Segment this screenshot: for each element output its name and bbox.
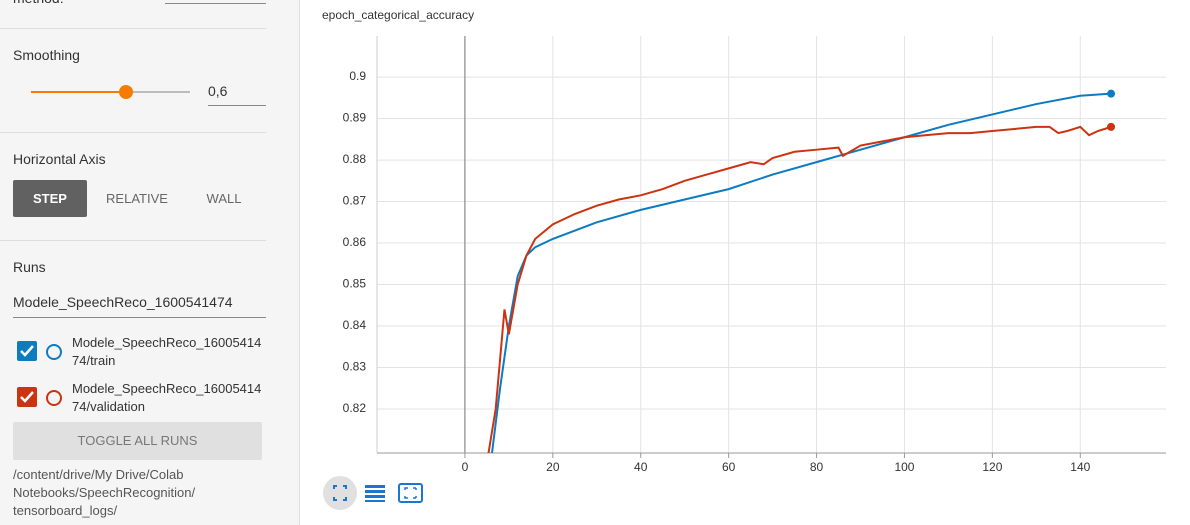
- y-tick-label: 0.85: [343, 277, 367, 291]
- plot: [487, 92, 1112, 453]
- horizontal-axis-label: Horizontal Axis: [13, 151, 106, 167]
- y-tick-label: 0.82: [343, 401, 367, 415]
- logdir: /content/drive/My Drive/Colab Notebooks/…: [13, 467, 196, 518]
- x-tick-label: 0: [462, 460, 469, 474]
- run-checkbox[interactable]: [17, 387, 37, 407]
- toggle-all-runs[interactable]: TOGGLE ALL RUNS: [13, 422, 262, 460]
- slider-track[interactable]: [31, 91, 190, 93]
- wall-button[interactable]: WALL: [206, 191, 242, 206]
- x-tick-label: 140: [1070, 460, 1090, 474]
- chart: epoch_categorical_accuracy 0.82 0.83 0.84 0…: [322, 8, 1166, 510]
- y-tick-label: 0.84: [343, 318, 367, 332]
- smoothing-input[interactable]: 0,6: [208, 83, 266, 106]
- run-color[interactable]: [46, 344, 62, 360]
- legend-entry: Modele_SpeechReco_1600541474/train: [72, 335, 262, 368]
- x-tick-label: 60: [722, 460, 736, 474]
- step-button[interactable]: STEP: [13, 180, 87, 217]
- y-tick-label: 0.87: [343, 194, 367, 208]
- x-tick-label: 120: [982, 460, 1002, 474]
- runs-filter-text: Modele_SpeechReco_1600541474: [13, 294, 233, 310]
- sidebar: method: Smoothing 0,6 Horizontal Axis ST…: [0, 0, 300, 525]
- x-tick-label: 20: [546, 460, 560, 474]
- run-color[interactable]: [46, 390, 62, 406]
- expand-button[interactable]: [398, 483, 423, 503]
- y-tick-label: 0.88: [343, 152, 367, 166]
- fit-button[interactable]: [323, 476, 357, 510]
- y-tick-label: 0.86: [343, 235, 367, 249]
- y-tick-label: 0.9: [349, 69, 366, 83]
- chart-title: epoch_categorical_accuracy: [322, 8, 474, 22]
- y-tick-label: 0.89: [343, 111, 367, 125]
- y-tick-label: 0.83: [343, 360, 367, 374]
- log-scale-button[interactable]: [365, 485, 385, 502]
- divider: [0, 240, 266, 241]
- runs-label: Runs: [13, 259, 46, 275]
- series-line: [491, 92, 1112, 453]
- divider: [0, 28, 266, 29]
- smoothing-label: Smoothing: [13, 47, 80, 63]
- method-select[interactable]: [165, 0, 266, 4]
- x-tick-label: 80: [810, 460, 824, 474]
- method-label: method:: [13, 0, 64, 6]
- slider-thumb[interactable]: [119, 85, 134, 99]
- x-tick-label: 100: [894, 460, 914, 474]
- legend-entry: Modele_SpeechReco_1600541474/validation: [72, 381, 262, 414]
- x-tick-label: 40: [634, 460, 648, 474]
- end-point: [1107, 122, 1116, 131]
- series-line: [487, 125, 1112, 453]
- smoothing-value: 0,6: [208, 83, 228, 99]
- run-checkbox[interactable]: [17, 341, 37, 361]
- relative-button[interactable]: RELATIVE: [106, 191, 168, 206]
- runs-filter[interactable]: Modele_SpeechReco_1600541474: [13, 294, 266, 318]
- end-point: [1107, 89, 1116, 98]
- divider: [0, 132, 266, 133]
